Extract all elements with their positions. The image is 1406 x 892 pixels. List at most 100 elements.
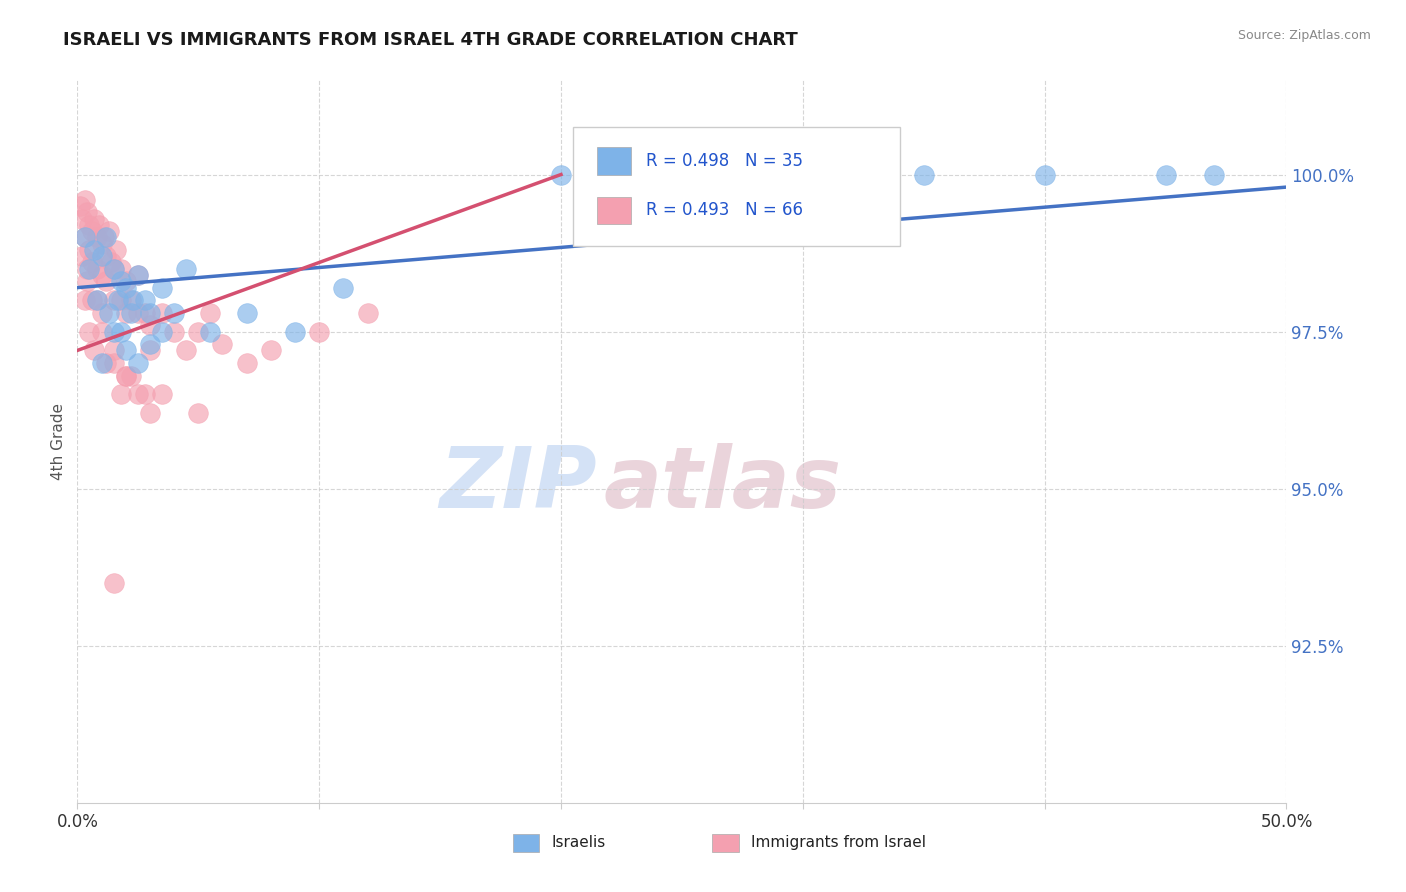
Point	[550, 168, 572, 182]
Point	[139, 306, 162, 320]
Point	[103, 356, 125, 370]
Point	[69, 199, 91, 213]
Point	[150, 325, 173, 339]
FancyBboxPatch shape	[713, 833, 738, 852]
Point	[86, 293, 108, 308]
FancyBboxPatch shape	[574, 128, 900, 246]
Point	[114, 343, 136, 358]
Point	[139, 337, 162, 351]
Point	[139, 406, 162, 420]
Point	[79, 218, 101, 232]
Text: Immigrants from Israel: Immigrants from Israel	[751, 835, 925, 850]
Point	[356, 306, 378, 320]
Point	[127, 387, 149, 401]
Point	[163, 325, 186, 339]
Point	[70, 249, 93, 263]
Y-axis label: 4th Grade: 4th Grade	[51, 403, 66, 480]
Point	[96, 249, 118, 263]
Point	[308, 325, 330, 339]
Point	[90, 356, 112, 370]
Point	[150, 306, 173, 320]
Point	[134, 387, 156, 401]
Point	[163, 306, 186, 320]
Point	[1202, 168, 1225, 182]
FancyBboxPatch shape	[598, 147, 631, 175]
Text: ISRAELI VS IMMIGRANTS FROM ISRAEL 4TH GRADE CORRELATION CHART: ISRAELI VS IMMIGRANTS FROM ISRAEL 4TH GR…	[63, 31, 799, 49]
Point	[96, 230, 118, 244]
Point	[80, 224, 103, 238]
Point	[114, 368, 136, 383]
Point	[103, 261, 125, 276]
Point	[73, 293, 96, 308]
Point	[114, 280, 136, 294]
Text: R = 0.493   N = 66: R = 0.493 N = 66	[645, 202, 803, 219]
Point	[76, 274, 98, 288]
Point	[187, 406, 209, 420]
Point	[93, 230, 115, 244]
Point	[87, 218, 110, 232]
Point	[127, 268, 149, 282]
Point	[127, 268, 149, 282]
Point	[174, 343, 197, 358]
Point	[100, 255, 122, 269]
FancyBboxPatch shape	[513, 833, 540, 852]
Point	[120, 293, 142, 308]
Point	[200, 325, 222, 339]
Point	[912, 168, 935, 182]
Point	[260, 343, 283, 358]
Point	[103, 261, 125, 276]
Point	[134, 293, 156, 308]
Text: atlas: atlas	[603, 443, 841, 526]
Point	[90, 325, 112, 339]
Point	[235, 306, 257, 320]
Point	[96, 356, 118, 370]
Point	[110, 293, 132, 308]
Point	[120, 368, 142, 383]
Point	[103, 575, 125, 590]
Point	[103, 343, 125, 358]
Point	[90, 236, 112, 251]
Point	[97, 306, 120, 320]
FancyBboxPatch shape	[598, 196, 631, 224]
Point	[235, 356, 257, 370]
Point	[200, 306, 222, 320]
Point	[284, 325, 307, 339]
Point	[150, 280, 173, 294]
Point	[79, 243, 101, 257]
Point	[174, 261, 197, 276]
Point	[96, 274, 118, 288]
Point	[83, 211, 105, 226]
Point	[139, 343, 162, 358]
Point	[107, 293, 129, 308]
Point	[110, 325, 132, 339]
Point	[90, 306, 112, 320]
Point	[76, 261, 98, 276]
Point	[127, 306, 149, 320]
Point	[83, 343, 105, 358]
Point	[114, 306, 136, 320]
Point	[79, 325, 101, 339]
Point	[120, 306, 142, 320]
Point	[90, 268, 112, 282]
Point	[114, 368, 136, 383]
Point	[127, 356, 149, 370]
Point	[103, 325, 125, 339]
Point	[103, 293, 125, 308]
Point	[86, 261, 108, 276]
Point	[150, 387, 173, 401]
Point	[90, 249, 112, 263]
Point	[73, 230, 96, 244]
Point	[86, 230, 108, 244]
Point	[73, 230, 96, 244]
Point	[1154, 168, 1177, 182]
Text: ZIP: ZIP	[440, 443, 598, 526]
Point	[70, 211, 93, 226]
Point	[110, 387, 132, 401]
Point	[211, 337, 233, 351]
Point	[79, 261, 101, 276]
Point	[110, 261, 132, 276]
Point	[80, 255, 103, 269]
Point	[114, 274, 136, 288]
Point	[332, 280, 354, 294]
Point	[122, 293, 145, 308]
